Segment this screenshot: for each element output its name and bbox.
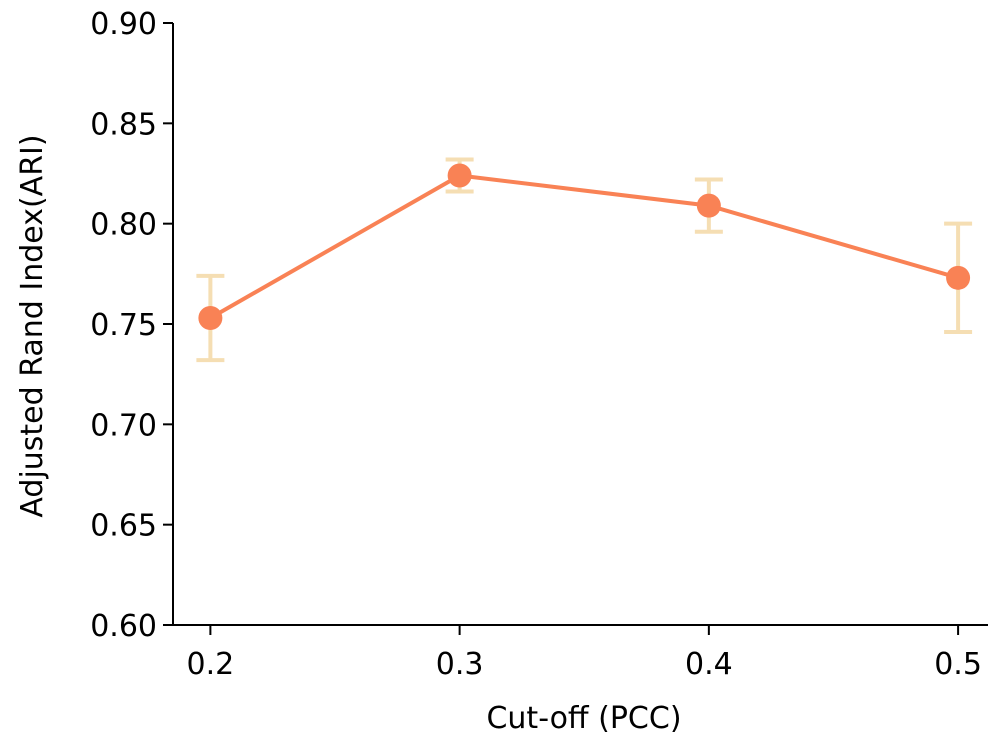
x-axis-label: Cut-off (PCC) [486, 701, 681, 736]
y-axis: 0.60 0.65 0.70 0.75 0.80 0.85 0.90 [90, 7, 174, 644]
y-tick-label: 0.80 [90, 208, 157, 243]
series-line [209, 173, 959, 320]
data-points [198, 163, 971, 330]
y-tick-label: 0.70 [90, 408, 157, 443]
y-tick-label: 0.65 [90, 509, 157, 544]
y-tick-label: 0.90 [90, 7, 157, 42]
y-tick-label: 0.85 [90, 107, 157, 142]
error-bars [196, 157, 973, 363]
x-tick-label: 0.5 [934, 647, 982, 682]
y-tick-label: 0.75 [90, 308, 157, 343]
data-point [198, 305, 223, 330]
data-point [696, 193, 721, 218]
data-point [946, 265, 971, 290]
x-tick-label: 0.4 [685, 647, 733, 682]
x-tick-label: 0.3 [436, 647, 484, 682]
x-tick-label: 0.2 [187, 647, 235, 682]
data-point [447, 163, 472, 188]
y-tick-label: 0.60 [90, 609, 157, 644]
series-line-group [209, 173, 959, 320]
y-axis-label: Adjusted Rand Index(ARI) [15, 134, 50, 517]
x-axis: 0.2 0.3 0.4 0.5 [173, 624, 988, 682]
